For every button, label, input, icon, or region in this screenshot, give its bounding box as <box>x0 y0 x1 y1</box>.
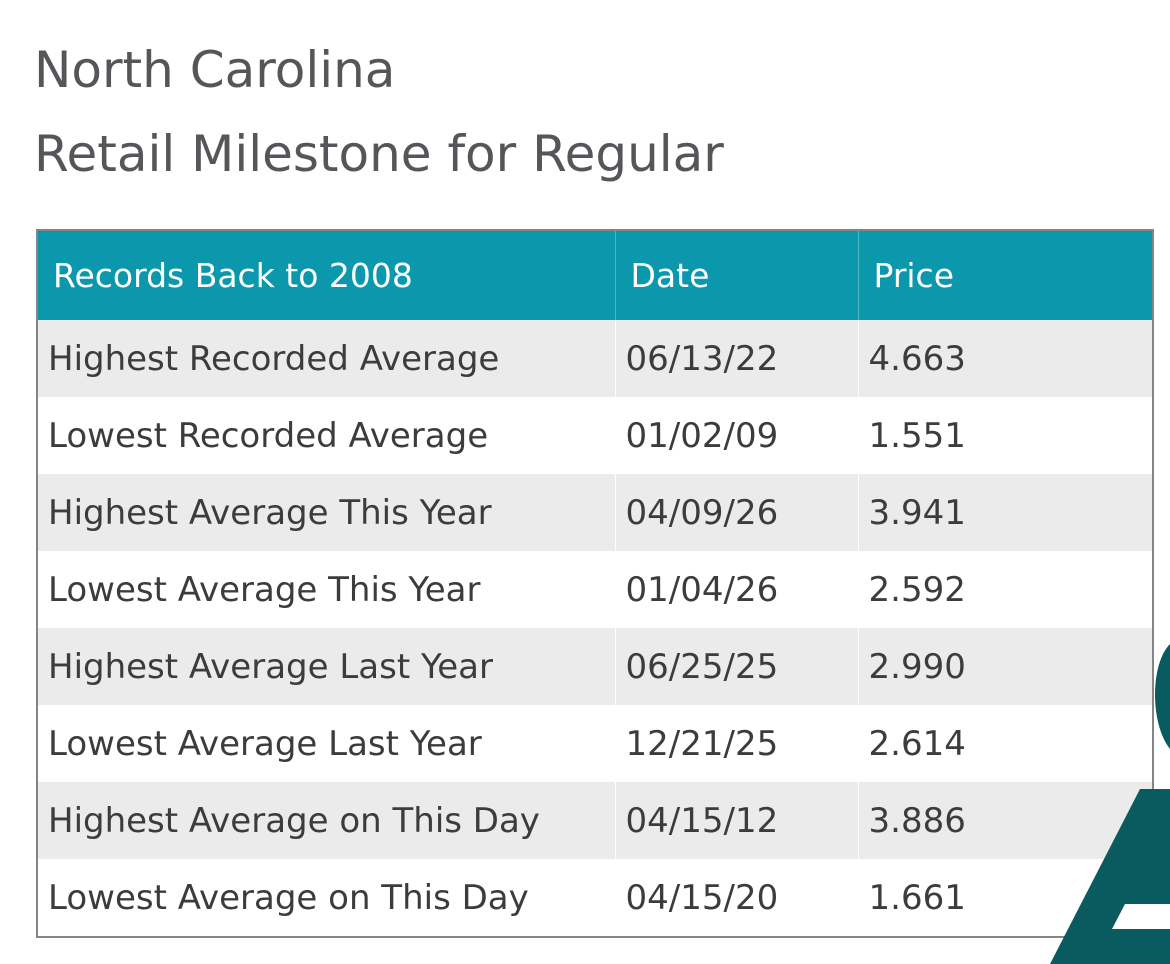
row-price: 4.663 <box>858 320 1152 397</box>
table-row: Highest Average on This Day 04/15/12 3.8… <box>38 782 1152 859</box>
row-price: 2.614 <box>858 705 1152 782</box>
title-state: North Carolina <box>34 41 396 99</box>
row-date: 06/25/25 <box>615 628 859 705</box>
row-price: 2.990 <box>858 628 1152 705</box>
header-date: Date <box>615 231 859 320</box>
row-date: 12/21/25 <box>615 705 859 782</box>
row-price: 3.886 <box>858 782 1152 859</box>
row-label: Highest Recorded Average <box>38 320 616 397</box>
row-label: Highest Average Last Year <box>38 628 616 705</box>
title-subtitle: Retail Milestone for Regular <box>34 125 724 183</box>
table-row: Lowest Average on This Day 04/15/20 1.66… <box>38 859 1152 936</box>
header-price: Price <box>858 231 1152 320</box>
row-price: 3.941 <box>858 474 1152 551</box>
table-row: Lowest Average Last Year 12/21/25 2.614 <box>38 705 1152 782</box>
row-date: 04/15/20 <box>615 859 859 936</box>
row-label: Lowest Average on This Day <box>38 859 616 936</box>
row-date: 01/04/26 <box>615 551 859 628</box>
table-row: Highest Average Last Year 06/25/25 2.990 <box>38 628 1152 705</box>
row-date: 06/13/22 <box>615 320 859 397</box>
row-price: 1.551 <box>858 397 1152 474</box>
row-label: Lowest Recorded Average <box>38 397 616 474</box>
table-header-row: Records Back to 2008 Date Price <box>38 231 1152 320</box>
row-label: Lowest Average This Year <box>38 551 616 628</box>
row-label: Highest Average on This Day <box>38 782 616 859</box>
row-label: Highest Average This Year <box>38 474 616 551</box>
row-label: Lowest Average Last Year <box>38 705 616 782</box>
page-title: North Carolina Retail Milestone for Regu… <box>34 28 724 196</box>
table-row: Lowest Average This Year 01/04/26 2.592 <box>38 551 1152 628</box>
table-row: Highest Recorded Average 06/13/22 4.663 <box>38 320 1152 397</box>
row-date: 04/15/12 <box>615 782 859 859</box>
row-date: 01/02/09 <box>615 397 859 474</box>
header-records: Records Back to 2008 <box>38 231 616 320</box>
table-row: Lowest Recorded Average 01/02/09 1.551 <box>38 397 1152 474</box>
row-price: 2.592 <box>858 551 1152 628</box>
logo-fragment-icon <box>1050 644 1170 964</box>
row-date: 04/09/26 <box>615 474 859 551</box>
milestone-table: Records Back to 2008 Date Price Highest … <box>36 229 1154 938</box>
table-row: Highest Average This Year 04/09/26 3.941 <box>38 474 1152 551</box>
